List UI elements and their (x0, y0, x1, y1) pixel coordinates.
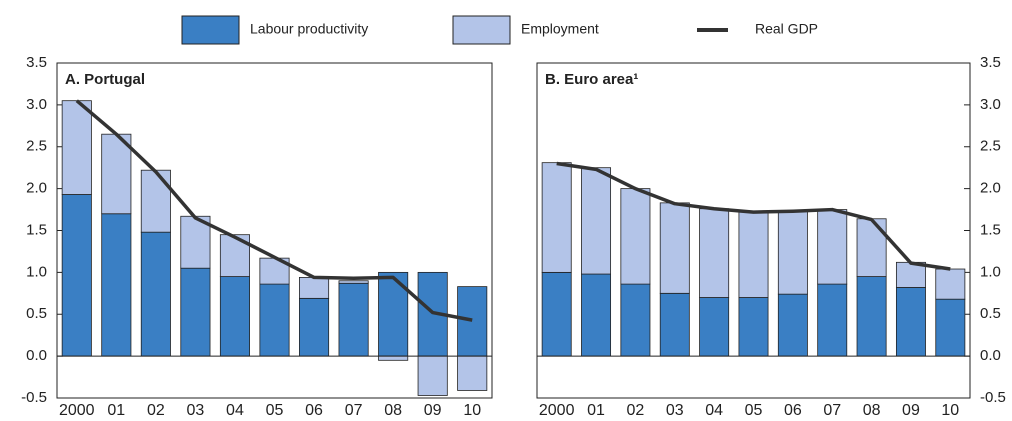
panel-title: B. Euro area¹ (545, 71, 638, 88)
bar (699, 208, 730, 298)
bar (856, 276, 887, 357)
bar (817, 283, 848, 357)
x-tick-label: 01 (107, 402, 125, 419)
x-tick-label: 01 (587, 402, 605, 419)
bar (659, 202, 690, 294)
x-tick-label: 04 (226, 402, 244, 419)
y-tick-label: -0.5 (21, 389, 47, 406)
bar (935, 268, 966, 300)
y-tick-label: 3.5 (980, 54, 1001, 71)
x-tick-label: 08 (863, 402, 881, 419)
line-series (556, 161, 951, 271)
legend-label: Labour productivity (250, 21, 368, 37)
x-tick-label: 09 (424, 402, 442, 419)
bar (620, 283, 651, 357)
y-tick-label: 1.5 (26, 221, 47, 238)
y-tick-label: 0.0 (980, 347, 1001, 364)
y-tick-label: -0.5 (980, 389, 1006, 406)
bar (457, 355, 488, 391)
bar (140, 169, 171, 233)
bar (738, 211, 769, 298)
bar (338, 280, 369, 284)
x-tick-label: 05 (266, 402, 284, 419)
bar (219, 276, 250, 357)
bar (417, 355, 448, 396)
bar (259, 283, 290, 357)
bar (338, 282, 369, 357)
x-tick-label: 03 (666, 402, 684, 419)
plot-frame (536, 62, 971, 399)
bar (180, 215, 211, 269)
legend-swatch (452, 15, 511, 45)
x-tick-label: 07 (345, 402, 363, 419)
x-tick-label: 10 (941, 402, 959, 419)
legend-label: Real GDP (755, 21, 818, 37)
y-tick-label: 2.0 (980, 180, 1001, 197)
legend-swatch (181, 15, 240, 45)
x-tick-label: 02 (147, 402, 165, 419)
y-tick-label: 1.5 (980, 221, 1001, 238)
y-tick-label: 0.5 (980, 305, 1001, 322)
bar (299, 297, 330, 357)
bar (895, 287, 926, 357)
x-tick-label: 04 (705, 402, 723, 419)
bar (541, 162, 572, 273)
x-tick-label: 07 (823, 402, 841, 419)
bar (699, 297, 730, 357)
bar (101, 133, 132, 215)
bar (61, 100, 92, 195)
bar (777, 210, 808, 295)
y-tick-label: 2.5 (980, 138, 1001, 155)
legend-label: Employment (521, 21, 599, 37)
x-tick-label: 10 (463, 402, 481, 419)
x-tick-label: 03 (187, 402, 205, 419)
x-tick-label: 09 (902, 402, 920, 419)
bar (101, 213, 132, 357)
bar (935, 298, 966, 357)
y-tick-label: 3.5 (26, 54, 47, 71)
bar (61, 194, 92, 357)
bar (817, 209, 848, 285)
y-tick-label: 0.5 (26, 305, 47, 322)
bar (620, 188, 651, 285)
bar (457, 286, 488, 357)
bar (777, 293, 808, 357)
y-tick-label: 1.0 (26, 263, 47, 280)
x-tick-label: 06 (305, 402, 323, 419)
x-tick-label: 2000 (539, 402, 575, 419)
bar (581, 273, 612, 357)
y-tick-label: 3.0 (980, 96, 1001, 113)
y-tick-label: 3.0 (26, 96, 47, 113)
x-tick-label: 05 (745, 402, 763, 419)
line-series (75, 99, 473, 322)
x-tick-label: 06 (784, 402, 802, 419)
bar (856, 218, 887, 277)
bar (581, 167, 612, 275)
y-tick-label: 2.5 (26, 138, 47, 155)
bar (659, 292, 690, 357)
x-tick-label: 2000 (59, 402, 95, 419)
plot-frame (56, 62, 493, 399)
x-tick-label: 08 (384, 402, 402, 419)
y-tick-label: 1.0 (980, 263, 1001, 280)
bar (541, 271, 572, 357)
bar (378, 355, 409, 361)
bar (140, 231, 171, 357)
bar (180, 267, 211, 357)
y-tick-label: 0.0 (26, 347, 47, 364)
y-tick-label: 2.0 (26, 180, 47, 197)
bar (738, 297, 769, 357)
panel-title: A. Portugal (65, 71, 145, 88)
bar (299, 276, 330, 299)
x-tick-label: 02 (627, 402, 645, 419)
